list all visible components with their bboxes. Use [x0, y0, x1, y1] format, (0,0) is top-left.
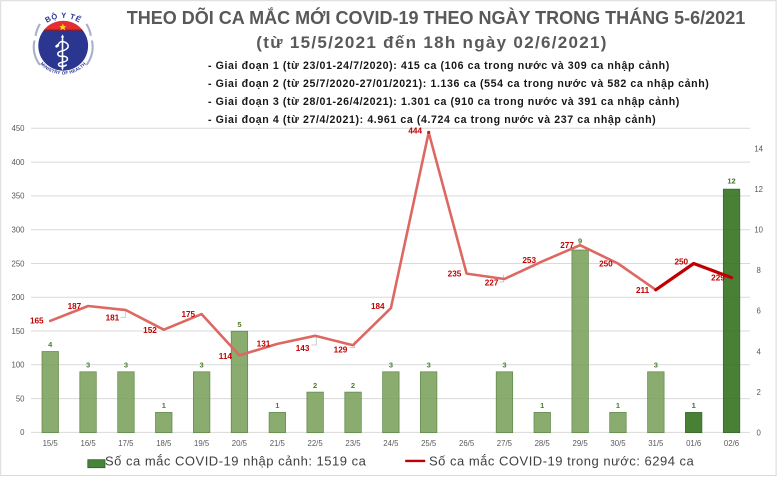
svg-text:131: 131: [257, 339, 271, 348]
svg-text:227: 227: [485, 279, 499, 288]
svg-text:175: 175: [181, 310, 195, 319]
svg-text:129: 129: [334, 346, 348, 355]
svg-text:02/6: 02/6: [724, 439, 739, 448]
svg-text:200: 200: [11, 293, 25, 302]
svg-text:3: 3: [86, 361, 90, 370]
svg-text:30/5: 30/5: [610, 439, 626, 448]
svg-text:17/5: 17/5: [118, 439, 134, 448]
svg-text:250: 250: [599, 259, 613, 268]
svg-text:3: 3: [502, 361, 506, 370]
svg-text:2: 2: [313, 381, 317, 390]
svg-text:25/5: 25/5: [421, 439, 437, 448]
svg-text:400: 400: [11, 158, 25, 167]
svg-text:23/5: 23/5: [345, 439, 361, 448]
svg-text:253: 253: [522, 256, 536, 265]
svg-text:BỘ Y TẾ: BỘ Y TẾ: [43, 11, 83, 25]
svg-text:4: 4: [48, 340, 53, 349]
svg-text:50: 50: [16, 394, 25, 403]
svg-text:181: 181: [106, 314, 120, 323]
svg-text:4: 4: [757, 347, 762, 356]
svg-text:1: 1: [275, 401, 279, 410]
svg-text:8: 8: [757, 266, 761, 275]
svg-text:2: 2: [757, 388, 761, 397]
svg-text:300: 300: [11, 226, 25, 235]
svg-text:28/5: 28/5: [535, 439, 551, 448]
svg-text:19/5: 19/5: [194, 439, 210, 448]
svg-text:3: 3: [200, 361, 204, 370]
svg-text:250: 250: [11, 259, 25, 268]
svg-text:1: 1: [540, 401, 544, 410]
svg-text:21/5: 21/5: [270, 439, 286, 448]
svg-text:16/5: 16/5: [81, 439, 97, 448]
svg-text:6: 6: [757, 307, 761, 316]
svg-text:14: 14: [754, 144, 763, 153]
svg-text:Số ca mắc COVID-19 trong nước:: Số ca mắc COVID-19 trong nước: 6294 ca: [429, 453, 695, 468]
svg-text:5: 5: [237, 320, 241, 329]
svg-text:24/5: 24/5: [383, 439, 399, 448]
svg-text:12: 12: [727, 177, 735, 186]
svg-text:350: 350: [11, 192, 25, 201]
svg-text:18/5: 18/5: [156, 439, 172, 448]
svg-text:12: 12: [754, 185, 763, 194]
svg-text:0: 0: [20, 428, 25, 437]
svg-text:2: 2: [351, 381, 355, 390]
svg-text:3: 3: [427, 361, 431, 370]
svg-text:150: 150: [11, 327, 25, 336]
svg-text:9: 9: [578, 237, 582, 246]
svg-text:211: 211: [636, 286, 650, 295]
svg-text:20/5: 20/5: [232, 439, 248, 448]
svg-text:152: 152: [143, 326, 157, 335]
svg-text:1: 1: [616, 401, 620, 410]
svg-text:0: 0: [757, 429, 762, 438]
svg-text:143: 143: [296, 344, 310, 353]
svg-text:114: 114: [219, 352, 233, 361]
svg-text:26/5: 26/5: [459, 439, 475, 448]
svg-text:444: 444: [408, 127, 422, 136]
svg-text:250: 250: [674, 257, 688, 266]
svg-text:3: 3: [124, 361, 128, 370]
svg-text:100: 100: [11, 361, 25, 370]
svg-text:277: 277: [560, 241, 574, 250]
svg-text:Số ca mắc COVID-19 nhập cảnh:: Số ca mắc COVID-19 nhập cảnh: 1519 ca: [105, 453, 367, 468]
svg-text:27/5: 27/5: [497, 439, 513, 448]
svg-text:10: 10: [754, 226, 763, 235]
svg-text:229: 229: [711, 274, 725, 283]
svg-text:29/5: 29/5: [573, 439, 589, 448]
svg-text:165: 165: [30, 317, 44, 326]
svg-text:1: 1: [692, 401, 696, 410]
svg-text:01/6: 01/6: [686, 439, 701, 448]
svg-text:22/5: 22/5: [308, 439, 324, 448]
svg-text:3: 3: [389, 361, 393, 370]
svg-text:235: 235: [448, 270, 462, 279]
svg-text:31/5: 31/5: [648, 439, 664, 448]
svg-text:187: 187: [68, 302, 82, 311]
svg-text:450: 450: [11, 124, 25, 133]
svg-text:184: 184: [371, 302, 385, 311]
svg-text:15/5: 15/5: [43, 439, 59, 448]
svg-text:1: 1: [162, 401, 166, 410]
svg-text:3: 3: [654, 361, 658, 370]
